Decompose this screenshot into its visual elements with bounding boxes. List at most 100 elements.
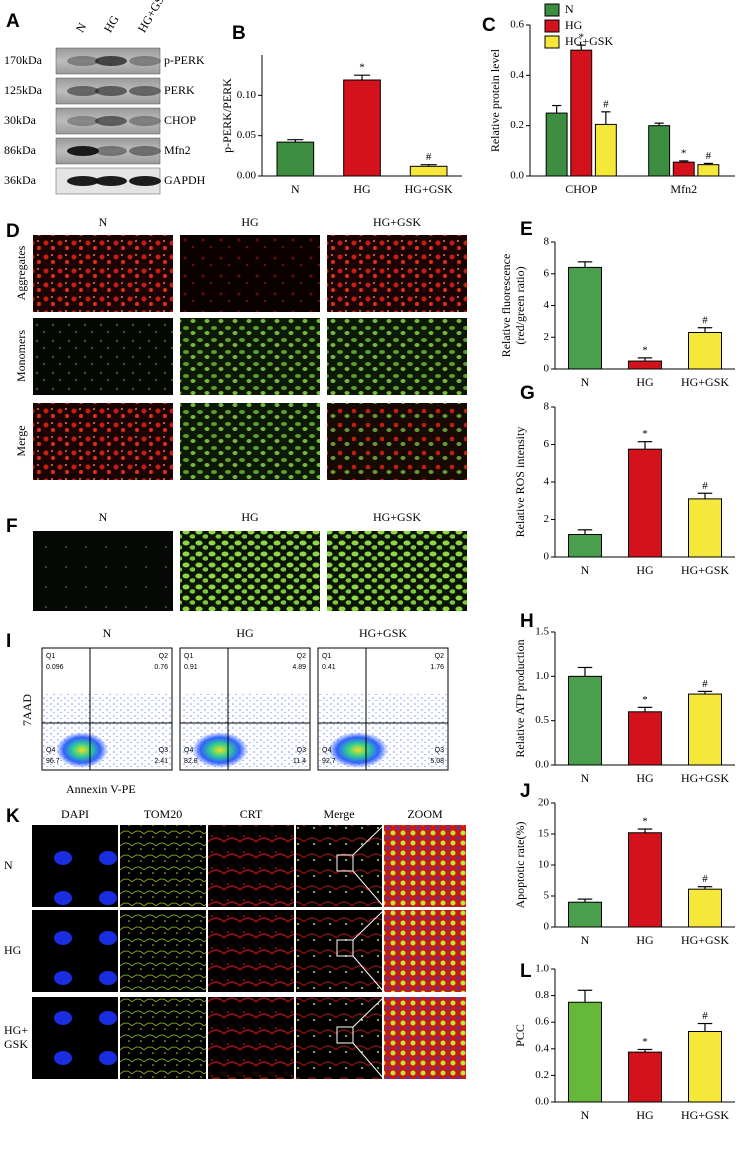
row-label: Monomers: [14, 330, 28, 382]
blot-band: [129, 116, 161, 126]
row-label: HG: [4, 943, 22, 957]
y-tick-label: 6: [544, 438, 550, 450]
lane-label: N: [73, 20, 90, 35]
cell-cloud: [192, 732, 248, 768]
bar: [568, 901, 602, 928]
blot-band: [67, 56, 99, 66]
quadrant-value: 0.76: [154, 664, 168, 671]
cell-cloud: [56, 732, 108, 768]
y-tick-label: 8: [544, 236, 550, 248]
micrograph: [384, 825, 466, 907]
significance-marker: #: [702, 480, 708, 492]
blot-band: [95, 56, 127, 66]
quadrant-name: Q2: [297, 653, 306, 660]
panel-letter: A: [6, 11, 20, 32]
blot-band: [95, 116, 127, 126]
micrograph: [32, 997, 118, 1079]
micrograph: [296, 910, 382, 992]
zoom-line: [352, 824, 385, 856]
column-label: N: [99, 215, 108, 229]
legend-swatch: [544, 3, 560, 17]
column-label: HG+GSK: [359, 626, 407, 640]
axis-label: Annexin V-PE: [66, 782, 136, 796]
y-axis-label: Relative ROS intensity: [513, 427, 527, 538]
bar: [628, 711, 662, 766]
bar: [594, 123, 617, 177]
panel-letter: G: [520, 383, 535, 404]
column-label: HG+GSK: [373, 215, 421, 229]
significance-marker: #: [702, 678, 708, 690]
y-tick-label: 1.5: [535, 626, 549, 638]
x-tick-label: CHOP: [565, 182, 597, 196]
quadrant-value: 0.91: [184, 664, 198, 671]
y-axis-label: Relative fluorescence: [499, 254, 513, 358]
molecular-weight: 36kDa: [4, 173, 37, 187]
significance-marker: #: [706, 150, 712, 162]
micrograph: [327, 403, 467, 480]
legend-swatch: [544, 19, 560, 33]
x-tick-label: N: [581, 375, 590, 389]
scatter-blank: [319, 649, 447, 694]
y-tick-label: 0.6: [510, 19, 524, 31]
lane-label: HG+GSK: [135, 0, 171, 35]
blot-band: [67, 176, 99, 186]
protein-name: CHOP: [164, 113, 196, 127]
bar: [570, 49, 593, 177]
x-tick-label: N: [581, 771, 590, 785]
y-axis-label: PCC: [513, 1024, 527, 1047]
x-tick-label: HG+GSK: [681, 375, 729, 389]
bar: [688, 888, 722, 928]
y-tick-label: 0.0: [535, 1096, 549, 1108]
blot-band: [129, 86, 161, 96]
legend-label: HG: [565, 18, 583, 32]
y-tick-label: 0: [544, 363, 550, 375]
bar: [628, 832, 662, 928]
y-tick-label: 0.8: [535, 989, 549, 1001]
panel-letter: F: [6, 516, 18, 537]
y-tick-label: 15: [538, 828, 550, 840]
x-tick-label: HG+GSK: [681, 933, 729, 947]
bar: [672, 161, 695, 177]
y-tick-label: 8: [544, 401, 550, 413]
bar: [688, 498, 722, 558]
y-tick-label: 2: [544, 513, 550, 525]
molecular-weight: 30kDa: [4, 113, 37, 127]
x-tick-label: HG: [353, 182, 371, 196]
column-label: ZOOM: [407, 807, 443, 821]
x-tick-label: HG: [636, 563, 654, 577]
column-label: TOM20: [144, 807, 182, 821]
y-tick-label: 4: [544, 299, 550, 311]
panel-letter: B: [232, 23, 246, 44]
x-tick-label: HG+GSK: [681, 563, 729, 577]
blot-band: [95, 86, 127, 96]
bar: [628, 360, 662, 370]
x-tick-label: Mfn2: [670, 182, 697, 196]
quadrant-name: Q4: [184, 747, 193, 754]
y-tick-label: 0: [544, 921, 550, 933]
legend-label: HG+GSK: [565, 34, 613, 48]
bar: [568, 266, 602, 370]
zoom-line: [352, 870, 385, 908]
y-axis-label: p-PERK/PERK: [220, 78, 234, 153]
molecular-weight: 125kDa: [4, 83, 43, 97]
protein-name: p-PERK: [164, 53, 205, 67]
cell-cloud: [328, 732, 388, 768]
quadrant-value: 2.41: [154, 758, 168, 765]
y-tick-label: 2: [544, 331, 550, 343]
x-tick-label: HG: [636, 771, 654, 785]
micrograph: [33, 318, 173, 395]
y-tick-label: 0.4: [535, 1042, 549, 1054]
micrograph: [180, 235, 320, 312]
protein-name: PERK: [164, 83, 195, 97]
column-label: HG: [236, 626, 254, 640]
y-axis-label: Relative protein level: [488, 48, 502, 152]
blot-band: [129, 146, 161, 156]
zoom-line: [352, 909, 385, 941]
micrograph: [327, 531, 467, 611]
column-label: HG+GSK: [373, 510, 421, 524]
blot-band: [67, 116, 99, 126]
zoom-box: [336, 1026, 354, 1044]
row-label: HG+: [4, 1023, 28, 1037]
y-tick-label: 5: [544, 890, 550, 902]
x-tick-label: HG+GSK: [681, 1108, 729, 1122]
